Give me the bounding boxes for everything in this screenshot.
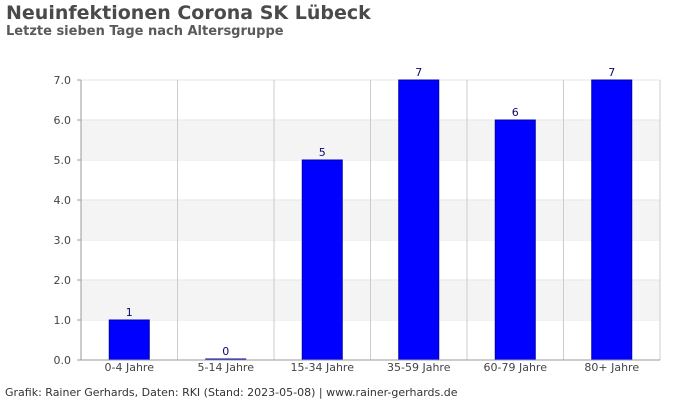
data-labels: 1 0 5 7 6 7	[126, 66, 616, 358]
y-tick-label: 5.0	[54, 154, 72, 167]
y-tick-label: 2.0	[54, 274, 72, 287]
axes	[80, 80, 660, 361]
bars	[108, 79, 633, 361]
y-tick-label: 1.0	[54, 314, 72, 327]
bar	[398, 79, 440, 361]
x-tick-labels: 0-4 Jahre 5-14 Jahre 15-34 Jahre 35-59 Jahr…	[105, 361, 640, 374]
data-label: 7	[415, 66, 422, 79]
y-tick-labels: 0.0 1.0 2.0 3.0 4.0 5.0 6.0 7.0	[54, 74, 81, 367]
y-tick-label: 0.0	[54, 354, 72, 367]
footer-credit: Grafik: Rainer Gerhards, Daten: RKI (Sta…	[5, 386, 458, 399]
chart-subtitle: Letzte sieben Tage nach Altersgruppe	[6, 24, 284, 39]
bar	[591, 79, 633, 361]
y-tick-label: 6.0	[54, 114, 72, 127]
data-label: 6	[512, 106, 519, 119]
bar	[494, 119, 536, 361]
bar	[108, 319, 150, 361]
y-tick-label: 7.0	[54, 74, 72, 87]
data-label: 0	[222, 345, 229, 358]
x-tick-label: 0-4 Jahre	[105, 361, 155, 374]
x-tick-label: 35-59 Jahre	[387, 361, 451, 374]
y-tick-label: 3.0	[54, 234, 72, 247]
data-label: 5	[319, 146, 326, 159]
data-label: 7	[608, 66, 615, 79]
x-tick-label: 5-14 Jahre	[198, 361, 255, 374]
chart-title: Neuinfektionen Corona SK Lübeck	[6, 2, 371, 24]
x-tick-label: 15-34 Jahre	[291, 361, 355, 374]
data-label: 1	[126, 306, 133, 319]
vertical-gridlines	[177, 80, 661, 360]
x-tick-label: 80+ Jahre	[584, 361, 639, 374]
x-tick-label: 60-79 Jahre	[484, 361, 548, 374]
y-tick-label: 4.0	[54, 194, 72, 207]
bar	[301, 159, 343, 361]
